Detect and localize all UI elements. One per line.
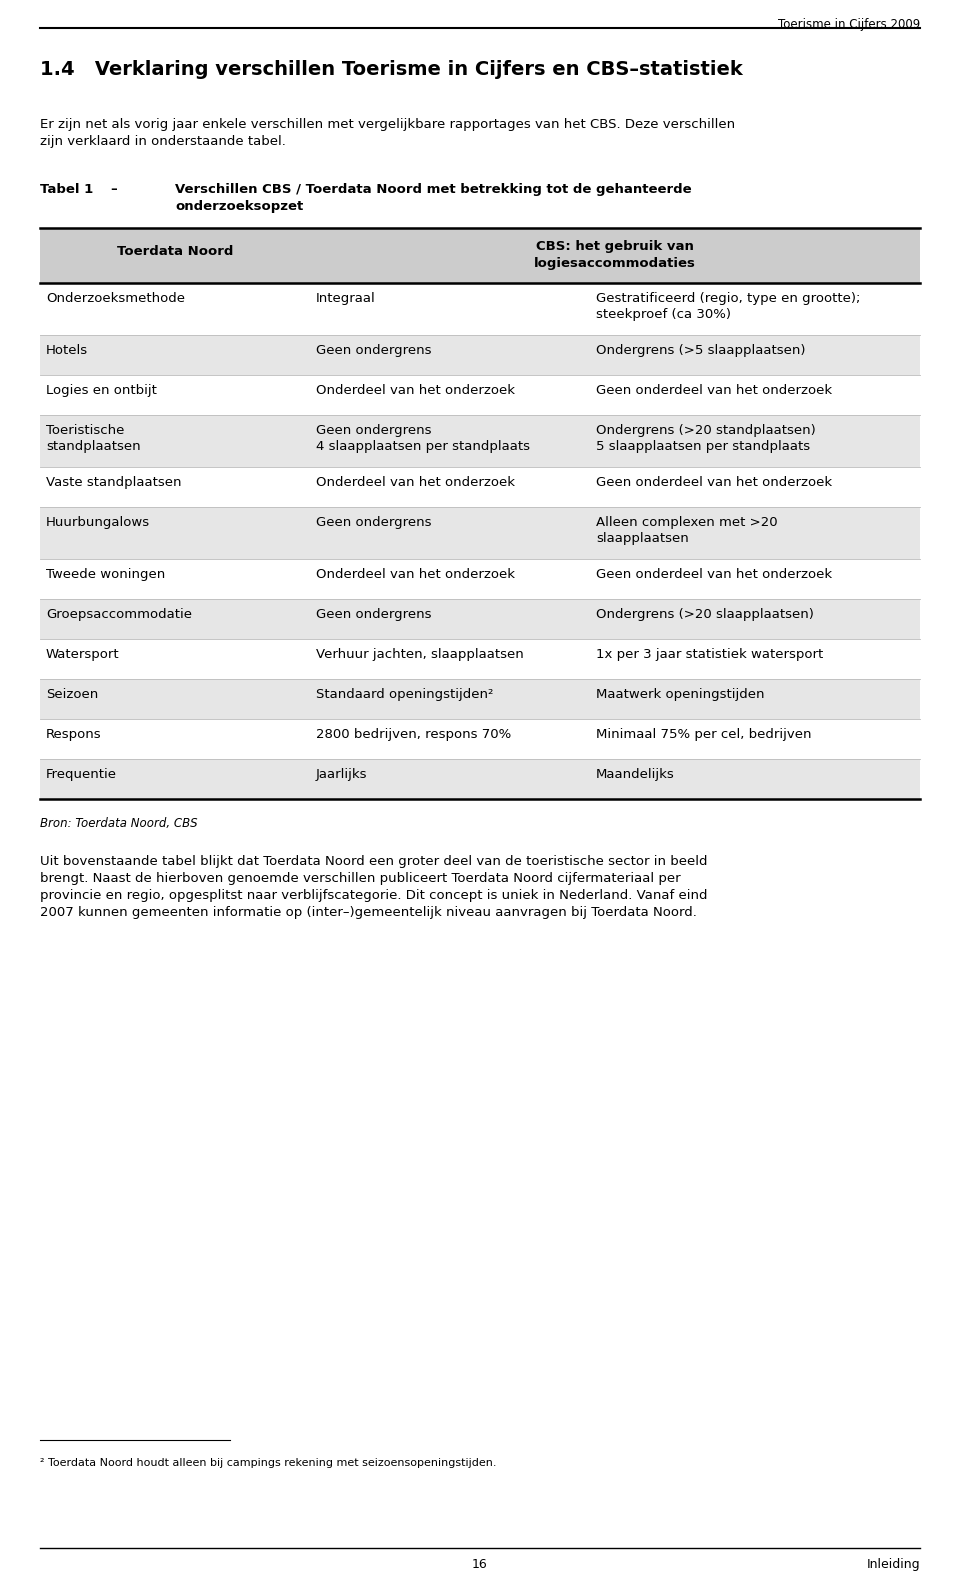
Bar [40, 719, 920, 759]
Text: Toerisme in Cijfers 2009: Toerisme in Cijfers 2009 [778, 17, 920, 31]
Text: Geen ondergrens: Geen ondergrens [316, 516, 431, 529]
Text: CBS: het gebruik van: CBS: het gebruik van [536, 239, 694, 253]
Text: Maatwerk openingstijden: Maatwerk openingstijden [596, 688, 764, 700]
Bar [40, 335, 920, 375]
Bar [40, 283, 920, 335]
Text: slaapplaatsen: slaapplaatsen [596, 532, 688, 545]
Text: Maandelijks: Maandelijks [596, 768, 675, 781]
Text: zijn verklaard in onderstaande tabel.: zijn verklaard in onderstaande tabel. [40, 135, 286, 148]
Text: Onderdeel van het onderzoek: Onderdeel van het onderzoek [316, 475, 515, 490]
Text: steekproef (ca 30%): steekproef (ca 30%) [596, 309, 731, 321]
Text: Uit bovenstaande tabel blijkt dat Toerdata Noord een groter deel van de toeristi: Uit bovenstaande tabel blijkt dat Toerda… [40, 855, 708, 867]
Text: Standaard openingstijden²: Standaard openingstijden² [316, 688, 493, 700]
Text: Ondergrens (>20 standplaatsen): Ondergrens (>20 standplaatsen) [596, 423, 816, 438]
Text: 5 slaapplaatsen per standplaats: 5 slaapplaatsen per standplaats [596, 441, 810, 453]
Bar [40, 639, 920, 678]
Text: Verschillen CBS / Toerdata Noord met betrekking tot de gehanteerde: Verschillen CBS / Toerdata Noord met bet… [175, 183, 691, 197]
Bar [40, 759, 920, 800]
Text: Ondergrens (>20 slaapplaatsen): Ondergrens (>20 slaapplaatsen) [596, 608, 814, 622]
Text: standplaatsen: standplaatsen [46, 441, 140, 453]
Text: –: – [110, 183, 117, 197]
Text: Geen onderdeel van het onderzoek: Geen onderdeel van het onderzoek [596, 475, 832, 490]
Text: Onderdeel van het onderzoek: Onderdeel van het onderzoek [316, 384, 515, 397]
Text: Tweede woningen: Tweede woningen [46, 568, 165, 581]
Text: Geen onderdeel van het onderzoek: Geen onderdeel van het onderzoek [596, 384, 832, 397]
Text: Inleiding: Inleiding [866, 1558, 920, 1571]
Text: ² Toerdata Noord houdt alleen bij campings rekening met seizoensopeningstijden.: ² Toerdata Noord houdt alleen bij campin… [40, 1458, 496, 1469]
Bar [40, 600, 920, 639]
Text: Geen onderdeel van het onderzoek: Geen onderdeel van het onderzoek [596, 568, 832, 581]
Text: Groepsaccommodatie: Groepsaccommodatie [46, 608, 192, 622]
Text: Respons: Respons [46, 729, 102, 741]
Text: logiesaccommodaties: logiesaccommodaties [534, 257, 696, 271]
Text: Watersport: Watersport [46, 648, 120, 661]
Text: Toerdata Noord: Toerdata Noord [117, 246, 233, 258]
Text: onderzoeksopzet: onderzoeksopzet [175, 200, 303, 212]
Bar [40, 467, 920, 507]
Text: Seizoen: Seizoen [46, 688, 98, 700]
Text: Alleen complexen met >20: Alleen complexen met >20 [596, 516, 778, 529]
Text: Onderzoeksmethode: Onderzoeksmethode [46, 293, 185, 305]
Text: Hotels: Hotels [46, 345, 88, 357]
Bar [40, 559, 920, 600]
Bar [40, 678, 920, 719]
Text: Tabel 1: Tabel 1 [40, 183, 93, 197]
Text: 1.4   Verklaring verschillen Toerisme in Cijfers en CBS–statistiek: 1.4 Verklaring verschillen Toerisme in C… [40, 60, 743, 79]
Text: brengt. Naast de hierboven genoemde verschillen publiceert Toerdata Noord cijfer: brengt. Naast de hierboven genoemde vers… [40, 872, 681, 885]
Text: Bron: Toerdata Noord, CBS: Bron: Toerdata Noord, CBS [40, 817, 198, 829]
Bar [40, 375, 920, 416]
Text: 16: 16 [472, 1558, 488, 1571]
Text: Integraal: Integraal [316, 293, 375, 305]
Text: Geen ondergrens: Geen ondergrens [316, 423, 431, 438]
Text: 2007 kunnen gemeenten informatie op (inter–)gemeentelijk niveau aanvragen bij To: 2007 kunnen gemeenten informatie op (int… [40, 907, 697, 919]
Bar [40, 416, 920, 467]
Text: Geen ondergrens: Geen ondergrens [316, 345, 431, 357]
Text: 1x per 3 jaar statistiek watersport: 1x per 3 jaar statistiek watersport [596, 648, 824, 661]
Text: Vaste standplaatsen: Vaste standplaatsen [46, 475, 181, 490]
Text: Geen ondergrens: Geen ondergrens [316, 608, 431, 622]
Bar [40, 228, 920, 283]
Text: Jaarlijks: Jaarlijks [316, 768, 368, 781]
Text: 4 slaapplaatsen per standplaats: 4 slaapplaatsen per standplaats [316, 441, 530, 453]
Text: Er zijn net als vorig jaar enkele verschillen met vergelijkbare rapportages van : Er zijn net als vorig jaar enkele versch… [40, 118, 735, 131]
Text: 2800 bedrijven, respons 70%: 2800 bedrijven, respons 70% [316, 729, 512, 741]
Text: Verhuur jachten, slaapplaatsen: Verhuur jachten, slaapplaatsen [316, 648, 524, 661]
Text: Onderdeel van het onderzoek: Onderdeel van het onderzoek [316, 568, 515, 581]
Text: Minimaal 75% per cel, bedrijven: Minimaal 75% per cel, bedrijven [596, 729, 811, 741]
Text: Logies en ontbijt: Logies en ontbijt [46, 384, 156, 397]
Text: Toeristische: Toeristische [46, 423, 125, 438]
Text: Frequentie: Frequentie [46, 768, 117, 781]
Bar [40, 507, 920, 559]
Text: Huurbungalows: Huurbungalows [46, 516, 150, 529]
Text: Gestratificeerd (regio, type en grootte);: Gestratificeerd (regio, type en grootte)… [596, 293, 860, 305]
Text: Ondergrens (>5 slaapplaatsen): Ondergrens (>5 slaapplaatsen) [596, 345, 805, 357]
Text: provincie en regio, opgesplitst naar verblijfscategorie. Dit concept is uniek in: provincie en regio, opgesplitst naar ver… [40, 889, 708, 902]
